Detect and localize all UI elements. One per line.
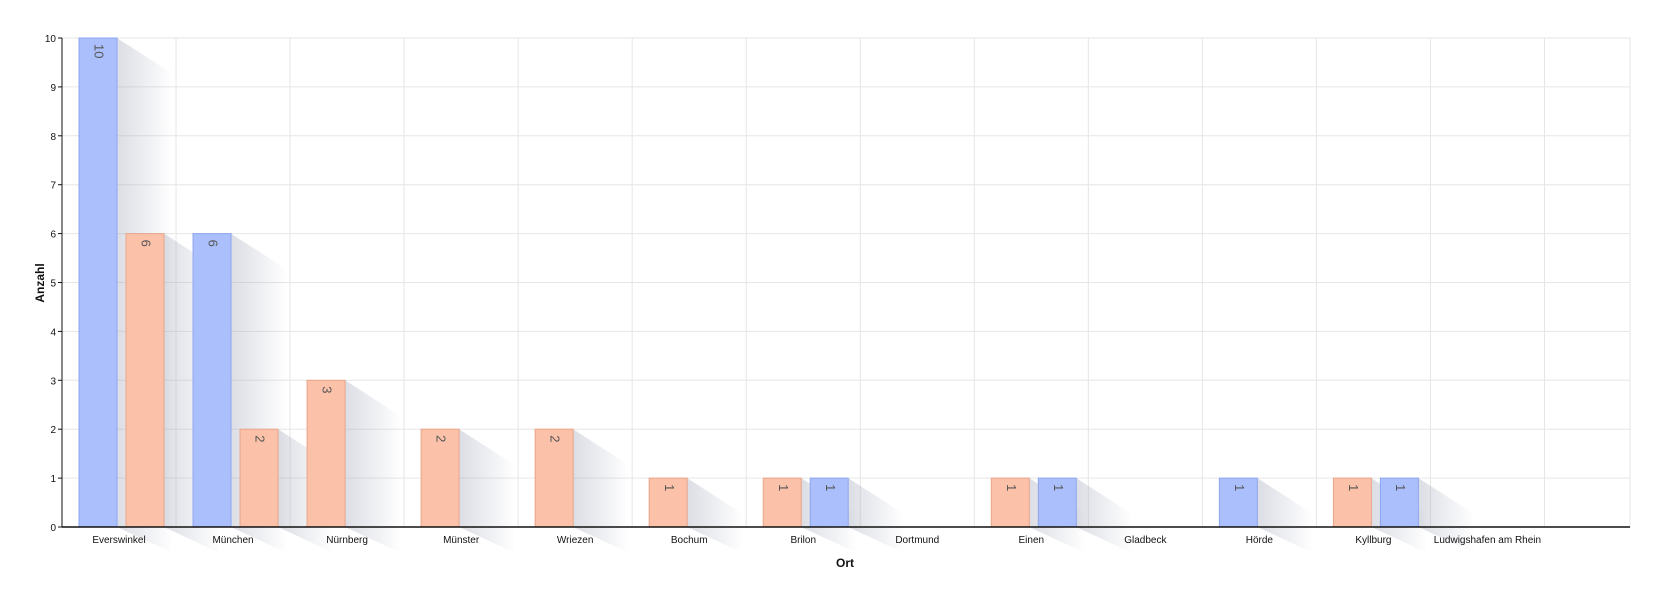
y-axis-title: Anzahl	[33, 263, 47, 302]
x-tick-label: Kyllburg	[1355, 535, 1391, 546]
bar-value-label: 6	[139, 240, 154, 247]
y-tick-label: 6	[50, 230, 56, 241]
bar	[125, 233, 165, 528]
y-tick-label: 0	[50, 523, 56, 534]
bar-value-label: 1	[662, 484, 677, 491]
bar-value-label: 2	[253, 435, 268, 442]
y-tick-label: 5	[50, 279, 56, 290]
y-tick-label: 9	[50, 83, 56, 94]
x-tick-label: Everswinkel	[92, 535, 145, 546]
x-tick-label: München	[212, 535, 253, 546]
y-tick-label: 4	[50, 327, 56, 338]
x-tick-label: Einen	[1019, 535, 1045, 546]
y-tick-label: 3	[50, 376, 56, 387]
bar-shadow	[573, 429, 630, 553]
x-tick-label: Gladbeck	[1124, 535, 1167, 546]
y-tick-label: 2	[50, 425, 56, 436]
x-tick-label: Wriezen	[557, 535, 594, 546]
x-ticks: Everswinkel München Nürnberg Münster Wriezen…	[92, 535, 1541, 546]
x-tick-label: Bochum	[671, 535, 708, 546]
x-tick-label: Dortmund	[895, 535, 939, 546]
x-tick-label: Ludwigshafen am Rhein	[1434, 535, 1541, 546]
bar-shadow	[345, 380, 402, 553]
bar	[239, 428, 279, 528]
bar	[648, 477, 688, 528]
bar	[1379, 477, 1419, 528]
bar-value-label: 10	[92, 44, 107, 58]
bar-shadow	[1418, 478, 1475, 553]
y-tick-label: 7	[50, 181, 56, 192]
bar-shadow	[687, 478, 744, 553]
bar-value-label: 1	[1346, 484, 1361, 491]
x-tick-label: Münster	[443, 535, 480, 546]
x-tick-label: Hörde	[1246, 535, 1274, 546]
bar	[420, 428, 460, 528]
bar	[534, 428, 574, 528]
bar-value-label: 1	[1051, 484, 1066, 491]
bar-shadow	[848, 478, 905, 553]
bar	[192, 233, 232, 528]
bar	[1037, 477, 1077, 528]
y-tick-label: 1	[50, 474, 56, 485]
bar-shadow	[1257, 478, 1314, 553]
bar	[990, 477, 1030, 528]
bar	[78, 37, 118, 528]
bar	[1218, 477, 1258, 528]
bar	[762, 477, 802, 528]
x-tick-label: Brilon	[790, 535, 816, 546]
y-ticks: 0 1 2 3 4 5 6 7 8 9 10	[45, 34, 62, 534]
bar	[306, 379, 346, 528]
bar-value-label: 1	[823, 484, 838, 491]
bar-value-label: 1	[776, 484, 791, 491]
bar-value-label: 6	[206, 240, 221, 247]
bar-shadow	[459, 429, 516, 553]
bar-value-label: 1	[1004, 484, 1019, 491]
bar-value-label: 2	[434, 435, 449, 442]
bars: 10 6 6 2 3 2 2 1 1 1 1 1 1 1 1	[78, 37, 1419, 528]
x-axis-title: Ort	[836, 556, 854, 570]
y-tick-label: 8	[50, 132, 56, 143]
bar	[1332, 477, 1372, 528]
bar-value-label: 3	[320, 386, 335, 393]
bar-value-label: 1	[1232, 484, 1247, 491]
y-tick-label: 10	[45, 34, 57, 45]
bar-value-label: 1	[1393, 484, 1408, 491]
bar-value-label: 2	[548, 435, 563, 442]
bar-shadow	[1076, 478, 1133, 553]
bar	[809, 477, 849, 528]
chart-grid	[61, 37, 1631, 528]
x-tick-label: Nürnberg	[326, 535, 368, 546]
